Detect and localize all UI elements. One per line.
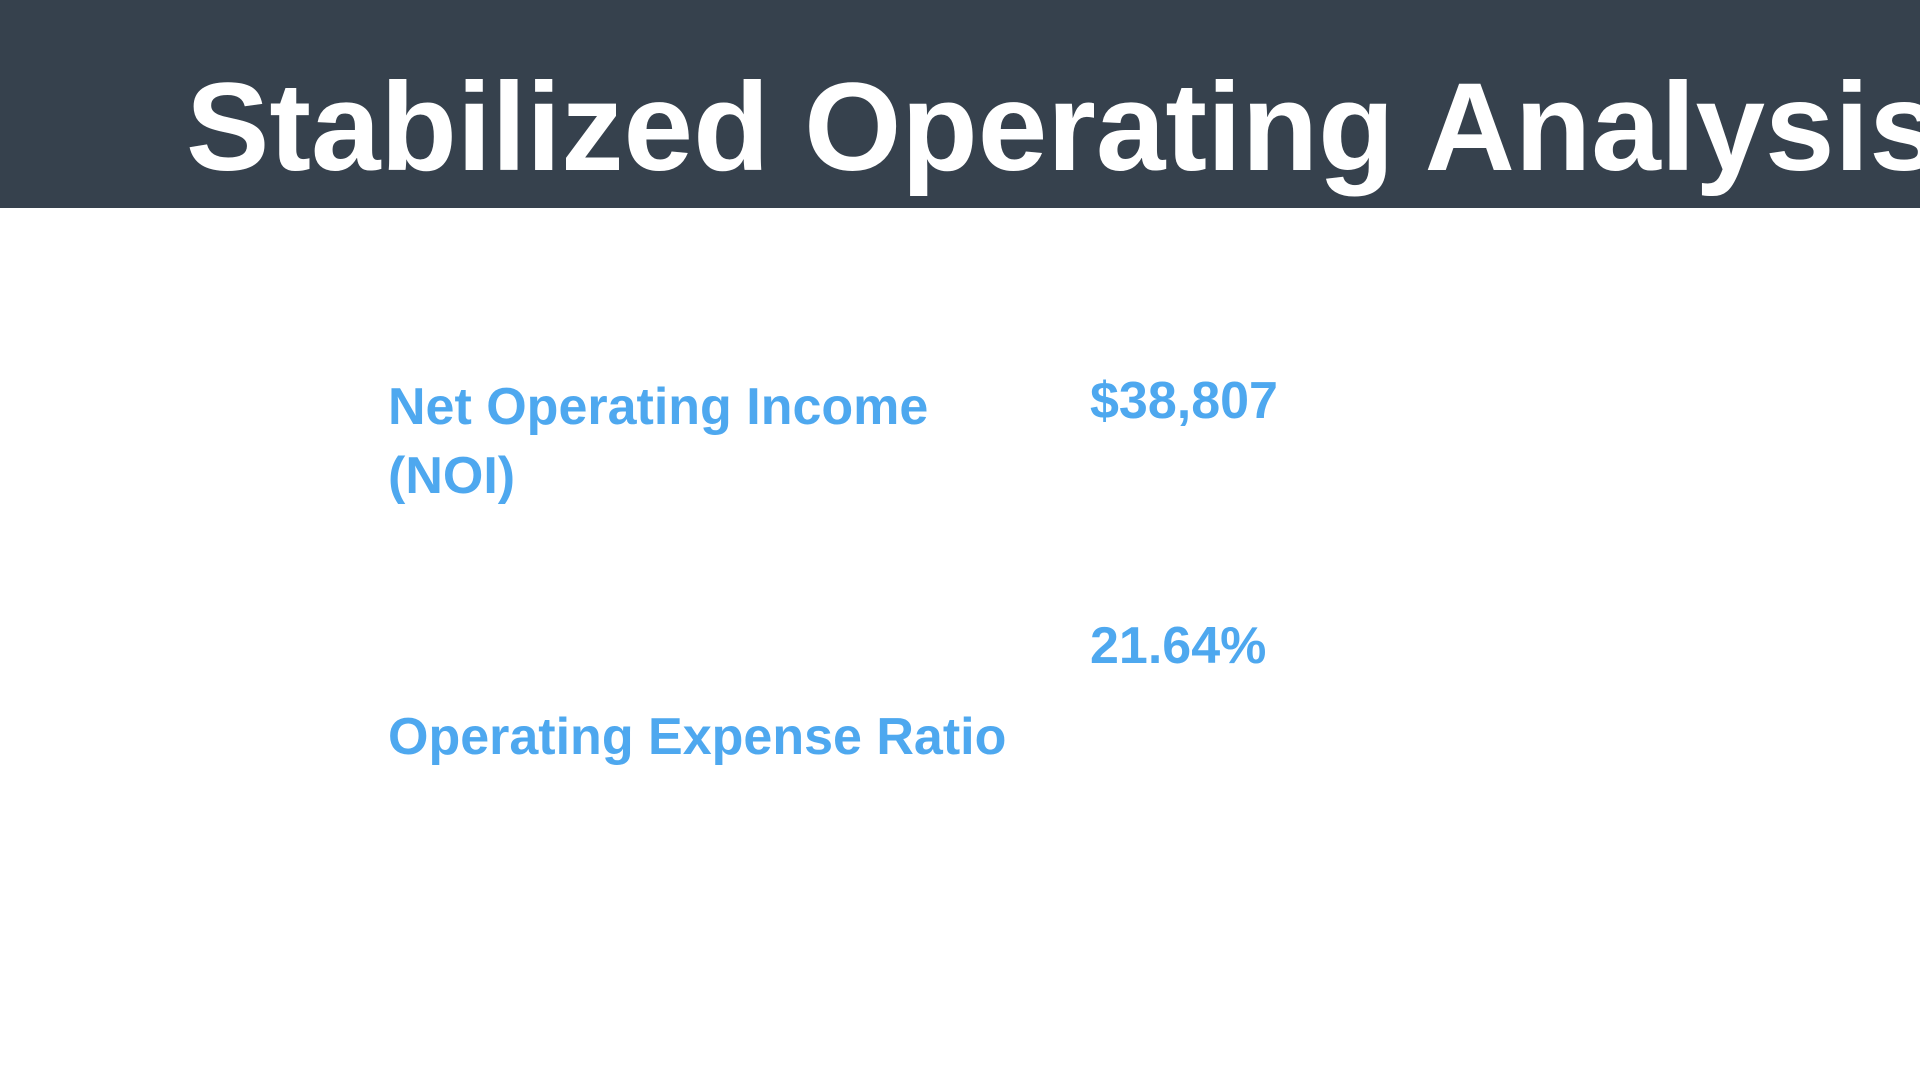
metric-label: Net Operating Income (NOI) [388, 378, 929, 505]
metric-value: 21.64% [1090, 617, 1267, 675]
metric-label: Operating Expense Ratio [388, 708, 1007, 766]
slide-title: Stabilized Operating Analysis [186, 58, 1920, 197]
header-bar: Stabilized Operating Analysis [0, 0, 1920, 208]
metric-value: $38,807 [1090, 372, 1278, 430]
